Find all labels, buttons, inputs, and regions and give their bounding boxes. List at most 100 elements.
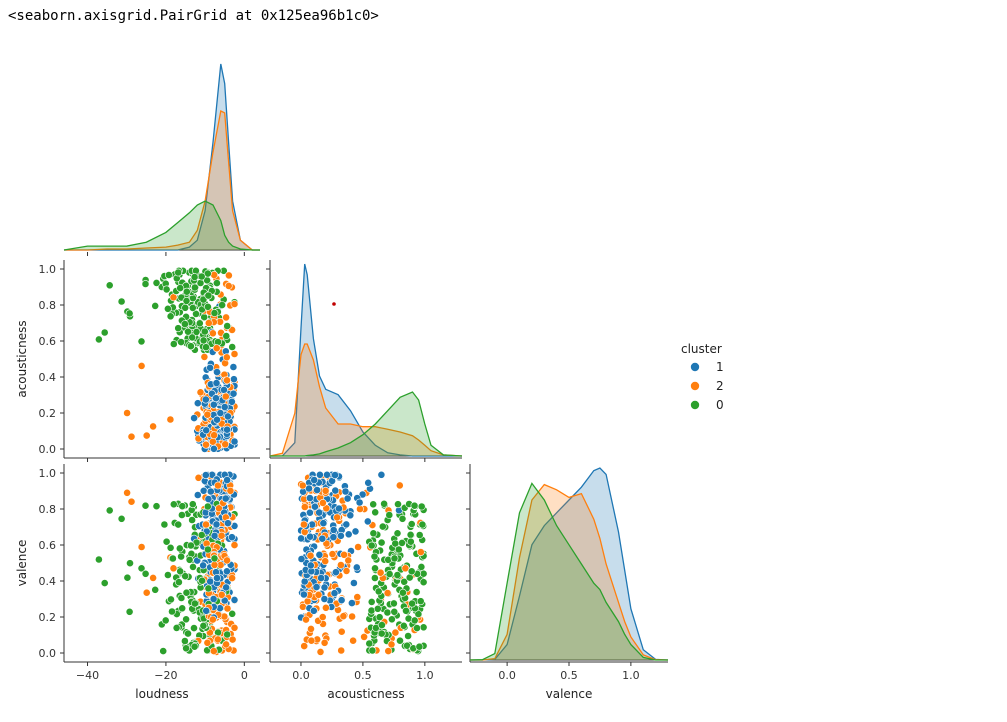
xtick-label: 1.0: [622, 669, 640, 682]
scatter-point-cluster-0: [228, 609, 237, 618]
scatter-point-cluster-0: [151, 301, 160, 310]
kde-line-loudness-2: [64, 110, 260, 251]
scatter-point-cluster-0: [383, 608, 392, 617]
legend-title: cluster: [681, 342, 722, 356]
scatter-point-cluster-1: [343, 494, 352, 503]
scatter-point-cluster-0: [402, 606, 410, 615]
scatter-point-cluster-2: [224, 271, 233, 280]
scatter-point-cluster-0: [408, 599, 416, 608]
scatter-point-cluster-2: [212, 344, 221, 353]
scatter-point-cluster-2: [209, 647, 218, 655]
ytick-label: 0.4: [39, 371, 57, 384]
scatter-point-cluster-0: [182, 287, 191, 296]
scatter-point-cluster-0: [159, 647, 168, 655]
scatter-point-cluster-0: [385, 511, 394, 519]
scatter-point-cluster-1: [341, 487, 350, 496]
scatter-point-cluster-1: [346, 511, 355, 520]
scatter-point-cluster-0: [151, 585, 160, 594]
scatter-point-cluster-1: [351, 527, 360, 536]
scatter-point-cluster-1: [206, 363, 214, 372]
scatter-point-cluster-0: [141, 501, 150, 510]
scatter-point-cluster-0: [95, 555, 103, 564]
scatter-point-cluster-2: [196, 388, 205, 397]
scatter-point-cluster-0: [161, 616, 170, 625]
legend: cluster 1 2 0: [681, 342, 724, 412]
legend-marker-1: [690, 362, 700, 372]
scatter-point-cluster-1: [221, 494, 230, 503]
scatter-point-cluster-2: [230, 623, 239, 632]
scatter-point-cluster-1: [230, 437, 239, 446]
scatter-point-cluster-0: [192, 327, 201, 336]
kde-line-loudness-1: [64, 63, 260, 251]
scatter-point-cluster-0: [162, 537, 171, 546]
scatter-point-cluster-2: [302, 615, 310, 624]
kde-fill-valence-1: [470, 468, 668, 660]
scatter-point-cluster-0: [192, 309, 200, 318]
scatter-point-cluster-0: [410, 501, 419, 510]
scatter-point-cluster-1: [220, 403, 229, 411]
scatter-point-cluster-1: [216, 409, 225, 417]
scatter-point-cluster-2: [349, 636, 357, 645]
scatter-point-cluster-0: [162, 285, 171, 294]
scatter-point-cluster-0: [181, 572, 190, 581]
scatter-point-cluster-0: [404, 632, 412, 640]
ytick-label: 0.2: [39, 407, 57, 420]
scatter-point-cluster-1: [204, 495, 213, 503]
scatter-point-cluster-1: [315, 470, 324, 479]
scatter-point-cluster-0: [373, 604, 382, 613]
scatter-point-cluster-0: [406, 530, 415, 539]
scatter-point-cluster-0: [190, 283, 199, 292]
scatter-point-cluster-0: [95, 335, 103, 344]
scatter-point-cluster-2: [384, 647, 393, 655]
scatter-point-cluster-2: [230, 300, 239, 308]
scatter-point-cluster-0: [176, 567, 185, 576]
scatter-point-cluster-1: [209, 400, 218, 409]
scatter-point-cluster-1: [315, 508, 324, 517]
scatter-point-cluster-1: [227, 533, 236, 542]
scatter-point-cluster-1: [331, 568, 340, 577]
scatter-point-cluster-0: [180, 637, 189, 645]
scatter-point-cluster-0: [189, 563, 197, 571]
scatter-point-cluster-1: [313, 486, 321, 494]
scatter-point-cluster-0: [177, 511, 186, 519]
scatter-point-cluster-0: [176, 284, 185, 292]
scatter-point-cluster-2: [210, 431, 218, 440]
scatter-point-cluster-1: [202, 606, 211, 615]
scatter-point-cluster-0: [169, 500, 178, 509]
scatter-point-cluster-0: [393, 571, 402, 579]
scatter-point-cluster-1: [331, 486, 340, 495]
scatter-point-cluster-0: [222, 332, 231, 340]
scatter-point-cluster-0: [223, 322, 232, 330]
scatter-point-cluster-2: [202, 440, 210, 449]
scatter-point-cluster-0: [190, 273, 199, 281]
scatter-point-cluster-1: [347, 599, 356, 607]
scatter-point-cluster-0: [168, 554, 177, 563]
xtick-label: 0.0: [498, 669, 516, 682]
scatter-point-cluster-1: [306, 561, 315, 570]
scatter-point-cluster-2: [342, 567, 351, 575]
scatter-point-cluster-1: [206, 487, 215, 496]
scatter-point-cluster-0: [393, 529, 402, 538]
scatter-point-cluster-0: [416, 597, 425, 606]
scatter-point-cluster-0: [178, 604, 187, 613]
kde-line-valence-2: [470, 483, 669, 661]
scatter-point-cluster-0: [410, 616, 419, 625]
scatter-point-cluster-0: [198, 576, 206, 585]
scatter-point-cluster-1: [199, 561, 207, 570]
scatter-point-cluster-1: [209, 444, 218, 453]
scatter-point-cluster-0: [197, 272, 206, 281]
scatter-point-cluster-2: [336, 561, 345, 569]
scatter-point-cluster-0: [387, 615, 396, 624]
scatter-point-cluster-0: [414, 610, 423, 618]
scatter-point-cluster-0: [370, 552, 379, 561]
scatter-point-cluster-2: [298, 481, 307, 490]
scatter-point-cluster-2: [339, 612, 348, 621]
scatter-point-cluster-0: [398, 514, 407, 523]
legend-label-1: 1: [716, 360, 724, 374]
scatter-point-cluster-2: [387, 640, 396, 649]
scatter-point-cluster-0: [190, 599, 199, 608]
scatter-point-cluster-2: [223, 556, 231, 565]
scatter-point-cluster-0: [371, 564, 379, 573]
scatter-point-cluster-1: [323, 470, 331, 479]
scatter-point-cluster-0: [199, 621, 208, 630]
